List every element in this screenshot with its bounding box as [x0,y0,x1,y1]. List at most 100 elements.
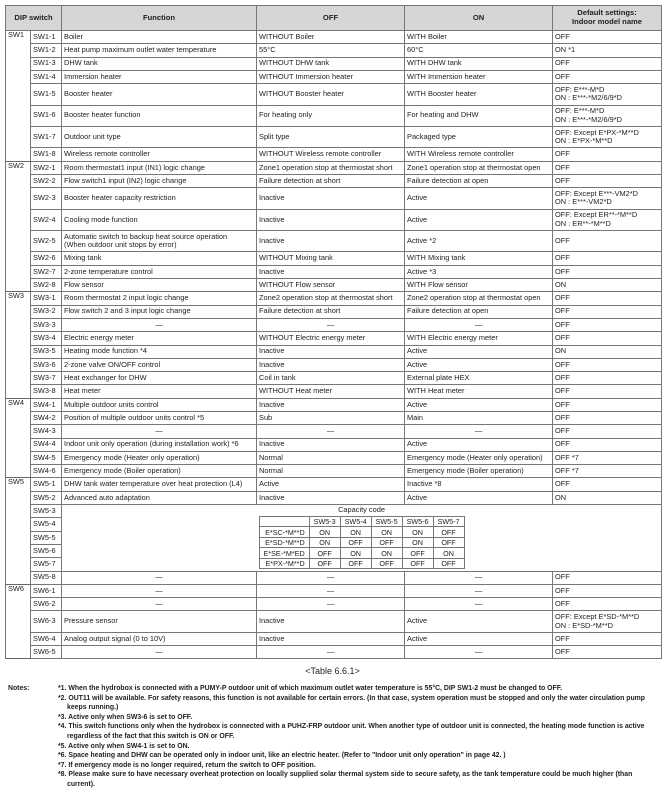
table-header-row: DIP switch Function OFF ON Default setti… [4,5,663,31]
switch-id: SW5-6 [29,543,63,559]
cell-function: Booster heater function [61,104,258,127]
table-row: SW3-4 Electric energy meter WITHOUT Electr… [6,331,663,346]
capacity-value: OFF [401,557,434,570]
cell-off: WITHOUT Flow sensor [256,278,406,293]
capacity-model: E*PX-*M**D [258,557,310,570]
cell-function: Advanced auto adaptation [61,490,258,506]
capacity-column-header: SW5-4 [339,515,372,528]
cell-on: WITH DHW tank [404,56,554,71]
note-item: *8. Please make sure to have necessary o… [58,771,633,788]
cell-default: OFF: E***-M*D ON : E***-*M2/6/9*D [552,83,663,106]
table-row: SW4-2 Position of multiple outdoor units … [6,410,663,426]
switch-id: SW3-4 [29,331,63,346]
cell-default: OFF [552,631,663,647]
capacity-code-cell: Capacity code SW5-3 SW5-4 SW5-5 SW5-6 SW5-7 E*… [61,504,663,572]
cell-function: Analog output signal (0 to 10V) [61,631,258,647]
capacity-value: ON [401,536,434,549]
capacity-value: ON [370,547,403,559]
cell-function: — [61,597,258,612]
table-row: SW1-3 DHW tank WITHOUT DHW tank WITH DHW ta… [6,56,663,71]
cell-default: OFF: Except E***-VM2*D ON : E***-VM2*D [552,187,663,210]
table-caption: <Table 6.6.1> [305,666,360,676]
cell-off: Inactive [256,490,406,506]
cell-default: OFF [552,357,663,373]
capacity-row: E*SC-*M**D ON ON ON ON OFF [258,526,465,538]
table-row: SW4-3— — — OFF [6,424,663,439]
switch-id: SW4-1 [29,397,63,412]
capacity-value: ON [308,536,341,549]
cell-default: OFF [552,147,663,162]
cell-on: WITH Heat meter [404,384,554,399]
switch-group-label: SW2 [5,160,31,293]
cell-on: WITH Immersion heater [404,69,554,85]
cell-off: Inactive [256,264,406,280]
switch-id: SW5-2 [29,490,63,506]
cell-off: 55°C [256,43,406,58]
switch-id: SW6-4 [29,631,63,647]
cell-default: OFF [552,160,663,175]
header-on: ON [404,5,554,31]
cell-on: WITH Electric energy meter [404,331,554,346]
note-item: *6. Space heating and DHW can be operate… [58,752,506,760]
cell-function: Outdoor unit type [61,125,258,149]
cell-default: OFF [552,384,663,399]
table-row: SW2-5 Automatic switch to backup heat sou… [6,230,663,253]
capacity-value: OFF [339,557,372,570]
cell-default: OFF [552,645,663,660]
cell-function: Position of multiple outdoor units contr… [61,410,258,426]
switch-id: SW2-6 [29,251,63,266]
note-item: *3. Active only when SW3-6 is set to OFF… [58,713,193,721]
table-row: SW2-3 Booster heater capacity restriction… [6,187,663,210]
cell-on: WITH Flow sensor [404,278,554,293]
switch-id: SW2-1 [29,160,63,175]
table-row: SW3-6 2-zone valve ON/OFF control Inactive… [6,357,663,373]
table-row: SW2-8 Flow sensor WITHOUT Flow sensor WITH … [6,278,663,293]
table-row: SW3-2 Flow switch 2 and 3 input logic cha… [6,304,663,319]
cell-function: Automatic switch to backup heat source o… [61,230,258,253]
cell-on: Active [404,187,554,210]
cell-function: Mixing tank [61,251,258,266]
cell-default: OFF [552,304,663,319]
switch-id: SW1-2 [29,43,63,58]
cell-function: 2-zone valve ON/OFF control [61,357,258,373]
switch-group-label: SW4 [5,397,31,479]
capacity-value: ON [401,526,434,538]
table-row: SW3-5 Heating mode function *4 Inactive Act… [6,344,663,359]
switch-id: SW6-3 [29,610,63,633]
cell-on: — [404,317,554,333]
cell-off: WITHOUT Heat meter [256,384,406,399]
cell-default: OFF [552,570,663,585]
cell-on: — [404,570,554,585]
switch-id: SW6-2 [29,597,63,612]
cell-off: Inactive [256,397,406,412]
cell-on: — [404,424,554,439]
cell-default: OFF [552,251,663,266]
cell-on: External plate HEX [404,371,554,386]
cell-off: Inactive [256,357,406,373]
capacity-row: E*SE-*M*ED OFF ON ON OFF ON [258,547,465,559]
switch-id: SW5-5 [29,530,63,545]
cell-default: ON [552,344,663,359]
switch-id: SW5-3 [29,504,63,519]
cell-on: Emergency mode (Heater only operation) [404,450,554,466]
cell-default: ON [552,278,663,293]
cell-default: OFF [552,230,663,253]
cell-default: OFF: Except E*SD-*M**D ON : E*SD-*M**D [552,610,663,633]
cell-on: For heating and DHW [404,104,554,127]
cell-function: Flow sensor [61,278,258,293]
table-row: SW1-4 Immersion heater WITHOUT Immersion h… [6,69,663,85]
table-row: SW3 SW3-1 Room thermostat 2 input logic ch… [5,291,663,399]
capacity-column-header: SW5-7 [432,515,465,528]
switch-id: SW3-7 [29,371,63,386]
capacity-value: ON [432,547,465,559]
cell-on: Main [404,410,554,426]
note-item: *2. OUT11 will be available. For safety … [58,694,646,712]
cell-off: Inactive [256,631,406,647]
cell-on: 60°C [404,43,554,58]
cell-off: For heating only [256,104,406,127]
switch-group-label: SW3 [5,291,31,399]
cell-default: OFF [552,410,663,426]
capacity-row: E*PX-*M**D OFF OFF OFF OFF OFF [258,557,465,570]
cell-off: — [256,317,406,333]
cell-on: Zone2 operation stop at thermostat open [404,291,554,306]
